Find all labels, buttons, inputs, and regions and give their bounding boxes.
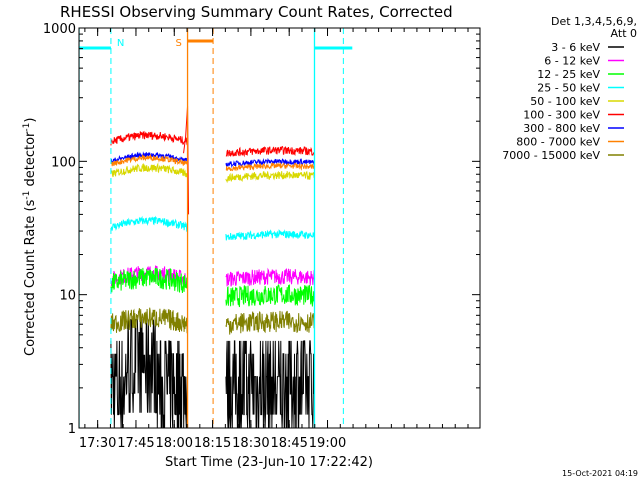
series-line-6 bbox=[110, 130, 315, 158]
legend-header-1: Det 1,3,4,5,6,9, bbox=[551, 15, 637, 28]
annotation-night: N bbox=[117, 38, 124, 49]
series-line-2 bbox=[110, 265, 315, 287]
timestamp: 15-Oct-2021 04:19 bbox=[562, 469, 638, 478]
legend-label-8: 800 - 7000 keV bbox=[516, 136, 600, 149]
series-line-3 bbox=[110, 267, 315, 308]
x-tick-label-6: 18:45 bbox=[270, 436, 307, 451]
y-tick-label-2: 10 bbox=[59, 289, 76, 304]
annotation-saa: S bbox=[176, 38, 182, 49]
x-tick-label-4: 18:15 bbox=[194, 436, 231, 451]
y-tick-label-4: 1000 bbox=[43, 22, 76, 37]
legend-label-6: 100 - 300 keV bbox=[523, 109, 600, 122]
legend-label-3: 12 - 25 keV bbox=[537, 68, 600, 81]
chart-title: RHESSI Observing Summary Count Rates, Co… bbox=[60, 3, 453, 21]
series-line-9 bbox=[110, 307, 315, 335]
series-line-5 bbox=[110, 162, 315, 184]
y-axis-label: Corrected Count Rate (s-1 detector-1) bbox=[22, 118, 38, 356]
y-tick-label-3: 100 bbox=[51, 155, 76, 170]
legend-label-2: 6 - 12 keV bbox=[544, 55, 600, 68]
series-line-4 bbox=[110, 215, 315, 241]
x-tick-label-5: 18:30 bbox=[232, 436, 269, 451]
axes: 1 10 100 1000 17:30 17:45 18:00 18:15 18:30 18:45… bbox=[43, 22, 480, 451]
plot-frame bbox=[78, 27, 481, 429]
x-axis-label: Start Time (23-Jun-10 17:22:42) bbox=[165, 455, 373, 470]
y-axis-label-main: Corrected Count Rate (s bbox=[23, 199, 38, 356]
x-tick-label-3: 18:00 bbox=[156, 436, 193, 451]
x-tick-label-2: 17:45 bbox=[117, 436, 154, 451]
series-line-1 bbox=[110, 319, 315, 428]
x-tick-label-7: 19:00 bbox=[309, 436, 346, 451]
y-axis-label-end: ) bbox=[23, 118, 38, 123]
x-tick-label-1: 17:30 bbox=[79, 436, 116, 451]
y-axis-label-mid: detector bbox=[23, 131, 38, 191]
legend-label-4: 25 - 50 keV bbox=[537, 82, 600, 95]
legend-label-1: 3 - 6 keV bbox=[551, 41, 600, 54]
legend-header-2: Att 0 bbox=[611, 27, 637, 40]
legend-label-9: 7000 - 15000 keV bbox=[502, 149, 600, 162]
y-tick-label-1: 1 bbox=[68, 422, 76, 437]
y-axis-label-sup1: -1 bbox=[22, 191, 32, 200]
series-line-8 bbox=[110, 153, 315, 172]
y-axis-label-sup2: -1 bbox=[22, 123, 32, 132]
legend-label-5: 50 - 100 keV bbox=[530, 95, 600, 108]
legend-label-7: 300 - 800 keV bbox=[523, 122, 600, 135]
